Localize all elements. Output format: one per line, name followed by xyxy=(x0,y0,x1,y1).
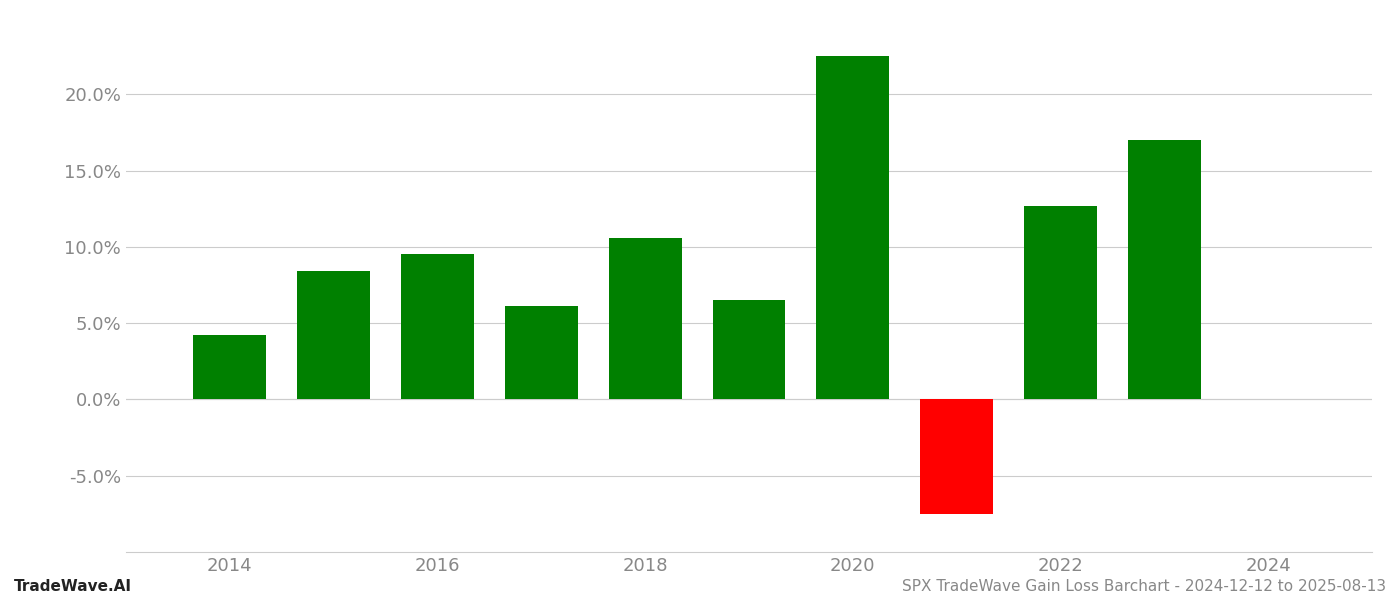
Bar xyxy=(402,254,473,400)
Bar xyxy=(505,307,578,400)
Text: TradeWave.AI: TradeWave.AI xyxy=(14,579,132,594)
Bar xyxy=(609,238,682,400)
Bar xyxy=(1025,206,1096,400)
Text: SPX TradeWave Gain Loss Barchart - 2024-12-12 to 2025-08-13: SPX TradeWave Gain Loss Barchart - 2024-… xyxy=(902,579,1386,594)
Bar xyxy=(193,335,266,400)
Bar xyxy=(297,271,370,400)
Bar xyxy=(713,300,785,400)
Bar xyxy=(920,400,993,514)
Bar xyxy=(816,56,889,400)
Bar xyxy=(1128,140,1201,400)
